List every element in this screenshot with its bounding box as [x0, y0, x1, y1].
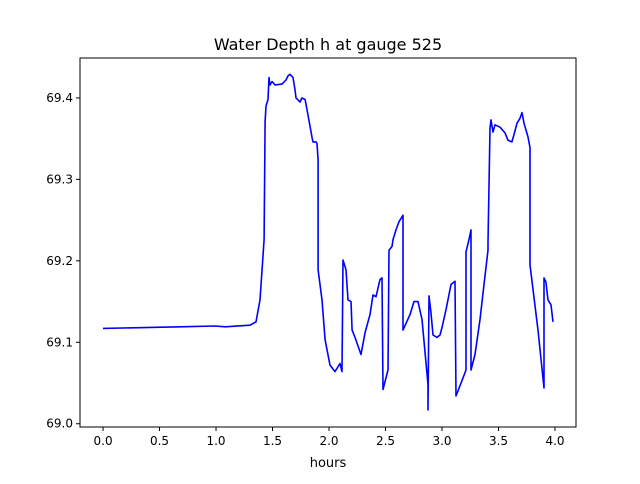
y-tick-label: 69.2 [46, 254, 73, 268]
x-axis-label: hours [310, 456, 347, 471]
x-tick-label: 3.5 [489, 434, 508, 448]
x-axis: 0.0 0.5 1.0 1.5 2.0 2.5 3.0 3.5 4.0 [94, 427, 565, 448]
x-tick-label: 1.0 [206, 434, 225, 448]
x-tick-label: 1.5 [263, 434, 282, 448]
y-tick-label: 69.3 [46, 172, 73, 186]
series-line-h [102, 73, 554, 411]
y-axis: 69.0 69.1 69.2 69.3 69.4 [46, 91, 80, 431]
y-tick-label: 69.4 [46, 91, 73, 105]
x-tick-label: 3.0 [432, 434, 451, 448]
x-tick-label: 2.5 [376, 434, 395, 448]
x-tick-label: 0.0 [94, 434, 113, 448]
chart-title: Water Depth h at gauge 525 [214, 35, 442, 54]
y-tick-label: 69.1 [46, 335, 73, 349]
x-tick-label: 0.5 [150, 434, 169, 448]
axes-frame [79, 57, 577, 428]
y-tick-label: 69.0 [46, 417, 73, 431]
plot-area [102, 73, 554, 411]
x-tick-label: 2.0 [319, 434, 338, 448]
x-tick-label: 4.0 [545, 434, 564, 448]
